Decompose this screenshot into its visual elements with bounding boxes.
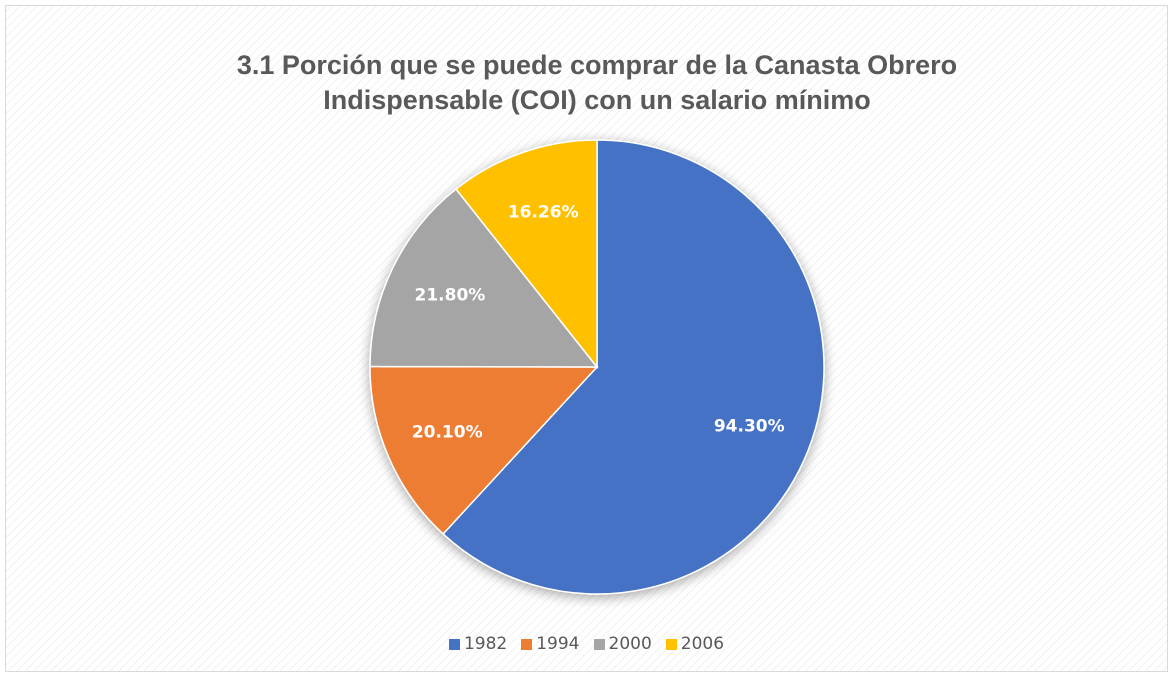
data-label: 16.26% bbox=[508, 203, 579, 223]
legend-label: 2000 bbox=[608, 634, 652, 654]
legend-label: 1994 bbox=[536, 634, 580, 654]
legend-item: 2006 bbox=[665, 634, 725, 654]
legend-swatch bbox=[521, 638, 533, 650]
data-label: 94.30% bbox=[714, 416, 785, 436]
data-label: 20.10% bbox=[412, 422, 483, 442]
legend-item: 1982 bbox=[448, 634, 508, 654]
data-label: 21.80% bbox=[415, 286, 486, 306]
pie bbox=[369, 139, 825, 595]
legend-item: 1994 bbox=[521, 634, 580, 654]
legend-swatch bbox=[593, 638, 605, 650]
legend-swatch bbox=[665, 638, 677, 650]
legend-swatch bbox=[448, 638, 460, 650]
chart-title: 3.1 Porción que se puede comprar de la C… bbox=[236, 50, 958, 115]
legend-label: 2006 bbox=[680, 634, 725, 654]
legend-label: 1982 bbox=[463, 634, 508, 654]
legend: 1982 1994 2000 2006 bbox=[0, 634, 1173, 654]
pie-slice bbox=[442, 139, 825, 595]
legend-item: 2000 bbox=[593, 634, 652, 654]
pie-slice bbox=[454, 139, 598, 370]
pie-slice bbox=[369, 188, 599, 368]
pie-slice bbox=[369, 365, 599, 535]
